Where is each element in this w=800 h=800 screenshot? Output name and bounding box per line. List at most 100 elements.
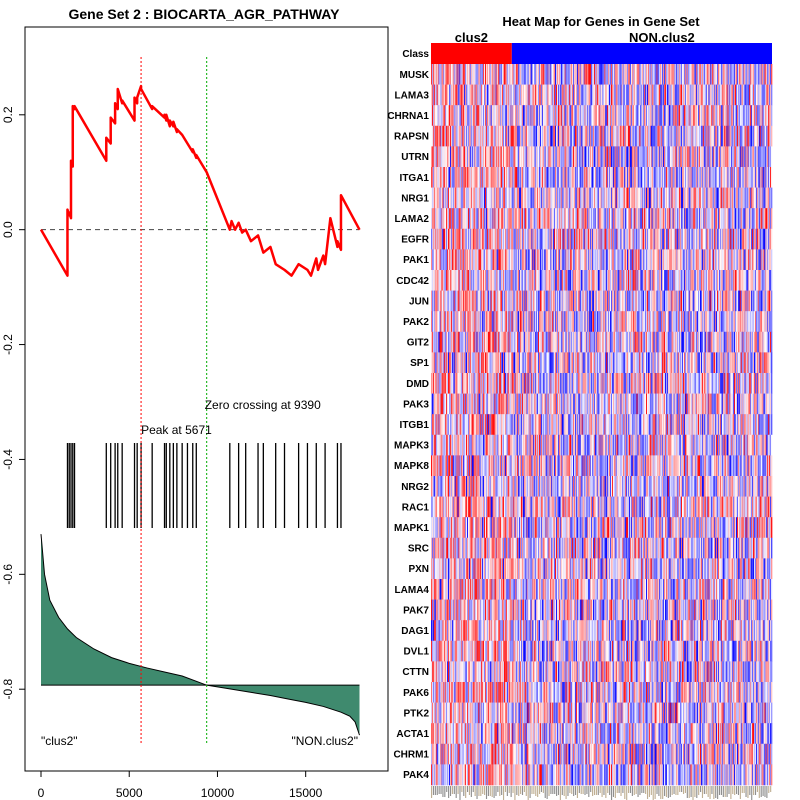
heat-cell [619,84,621,106]
heat-cell [442,146,444,168]
heat-cell [460,64,462,85]
heat-cell [482,84,484,106]
heat-cell [526,64,528,85]
heat-cell [446,105,448,127]
heat-cell [484,105,487,127]
heat-cell [652,84,654,106]
heat-cell [473,125,475,147]
heat-cell [573,125,575,147]
heat-cell [732,105,734,127]
heat-cell [537,84,539,106]
heat-cell [590,64,592,85]
heat-cell [732,125,734,147]
heat-cell [456,84,458,106]
heat-cell [460,105,462,127]
heat-cell [766,125,768,147]
heat-cell [682,146,684,168]
heat-cell [757,64,760,85]
heat-cell [524,146,527,168]
heat-cell [492,105,494,127]
heat-cell [548,64,550,85]
heat-cell [451,146,454,168]
y-tick-label: -0.8 [1,679,15,700]
heat-cell [623,146,625,168]
heat-cell [657,146,659,168]
heat-cell [627,64,629,85]
heat-cell [447,64,449,85]
heat-cell [688,64,690,85]
heat-cell [433,125,436,147]
heat-cell [632,125,635,147]
heat-cell [512,125,514,147]
heat-cell [468,64,471,85]
heat-cell [753,64,755,85]
heat-cell [469,105,472,127]
heat-cell [764,105,766,127]
heat-cell [450,125,453,147]
heat-cell [457,105,459,127]
heat-cell [489,105,492,127]
heat-cell [490,125,492,147]
heat-cell [660,125,662,147]
heat-cell [460,125,462,147]
heat-cell [555,105,557,127]
heat-cell [717,146,719,168]
heat-cell [554,64,556,85]
heat-cell [531,146,533,168]
heat-cell [492,84,494,106]
heat-cell [504,84,507,106]
heat-cell [502,84,505,106]
heat-cell [601,84,603,106]
heat-cell [737,105,740,127]
heat-cell [517,64,519,85]
heat-cell [614,64,617,85]
heat-cell [448,146,451,168]
heat-cell [533,146,535,168]
heat-cell [679,64,681,85]
heat-cell [633,84,636,106]
heat-cell [491,125,493,147]
heat-cell [473,146,475,168]
heat-cell [678,105,680,127]
heat-cell [691,64,693,85]
heat-cell [439,146,441,168]
heat-cell [661,146,663,168]
heat-cell [649,105,652,127]
heat-cell [671,125,673,147]
heat-cell [635,84,637,106]
heat-cell [729,84,731,106]
heat-cell [516,125,518,147]
heat-cell [491,84,493,106]
heat-cell [435,125,438,147]
heat-cell [574,84,576,106]
heat-cell [517,84,519,106]
heat-cell [763,84,765,106]
heat-cell [526,84,528,106]
heat-cell [460,146,462,168]
heat-cell [464,146,466,168]
heat-cell [731,64,733,85]
heat-cell [467,105,470,127]
heat-cell [700,84,702,106]
heat-cell [561,125,564,147]
heat-cell [723,146,725,168]
heat-cell [567,146,569,168]
heat-cell [498,105,500,127]
heat-cell [701,64,704,85]
heat-cell [435,84,438,106]
heat-cell [544,84,546,106]
heat-cell [583,125,585,147]
heat-cell [770,105,772,127]
heat-cell [477,105,479,127]
heat-cell [521,146,524,168]
heat-cell [629,84,632,106]
heat-cell [628,105,630,127]
heat-cell [451,64,454,85]
heat-cell [697,84,699,106]
heat-cell [489,84,492,106]
heat-cell [633,105,636,127]
heat-cell [555,146,557,168]
heat-cell [481,64,483,85]
heat-cell [436,125,438,147]
heat-cell [468,125,471,147]
